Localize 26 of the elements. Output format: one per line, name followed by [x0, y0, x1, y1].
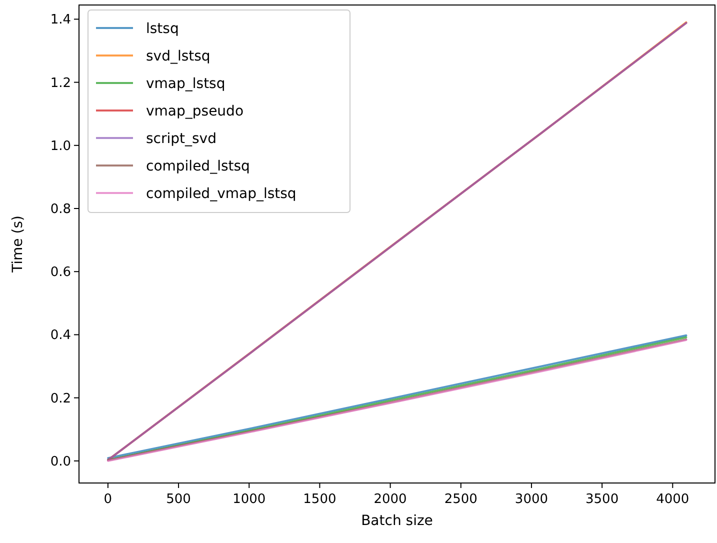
y-tick-label: 1.2	[50, 76, 71, 91]
legend-label: compiled_lstsq	[146, 158, 250, 174]
x-tick-label: 500	[166, 492, 191, 507]
x-tick-label: 3000	[514, 492, 548, 507]
legend-label: vmap_lstsq	[146, 76, 226, 92]
y-axis-title: Time (s)	[10, 216, 26, 274]
x-tick-label: 3500	[586, 492, 619, 507]
x-tick-label: 4000	[656, 492, 690, 507]
x-tick-label: 0	[104, 492, 112, 507]
x-tick-label: 2500	[444, 492, 478, 507]
y-tick-label: 0.2	[50, 391, 71, 406]
x-tick-label: 1500	[303, 492, 336, 507]
x-tick-label: 1000	[232, 492, 266, 507]
legend-label: vmap_pseudo	[146, 104, 244, 120]
y-tick-label: 1.4	[50, 12, 71, 28]
legend-label: svd_lstsq	[146, 48, 210, 64]
legend-label: script_svd	[146, 131, 216, 147]
legend-label: lstsq	[146, 21, 179, 37]
y-tick-label: 1.0	[50, 138, 71, 154]
y-tick-label: 0.8	[50, 202, 71, 218]
y-tick-label: 0.0	[50, 454, 71, 470]
x-tick-label: 2000	[374, 492, 407, 507]
x-axis-title: Batch size	[361, 513, 433, 529]
legend-label: compiled_vmap_lstsq	[146, 186, 296, 202]
y-tick-label: 0.6	[50, 265, 71, 280]
y-tick-label: 0.4	[50, 328, 71, 344]
